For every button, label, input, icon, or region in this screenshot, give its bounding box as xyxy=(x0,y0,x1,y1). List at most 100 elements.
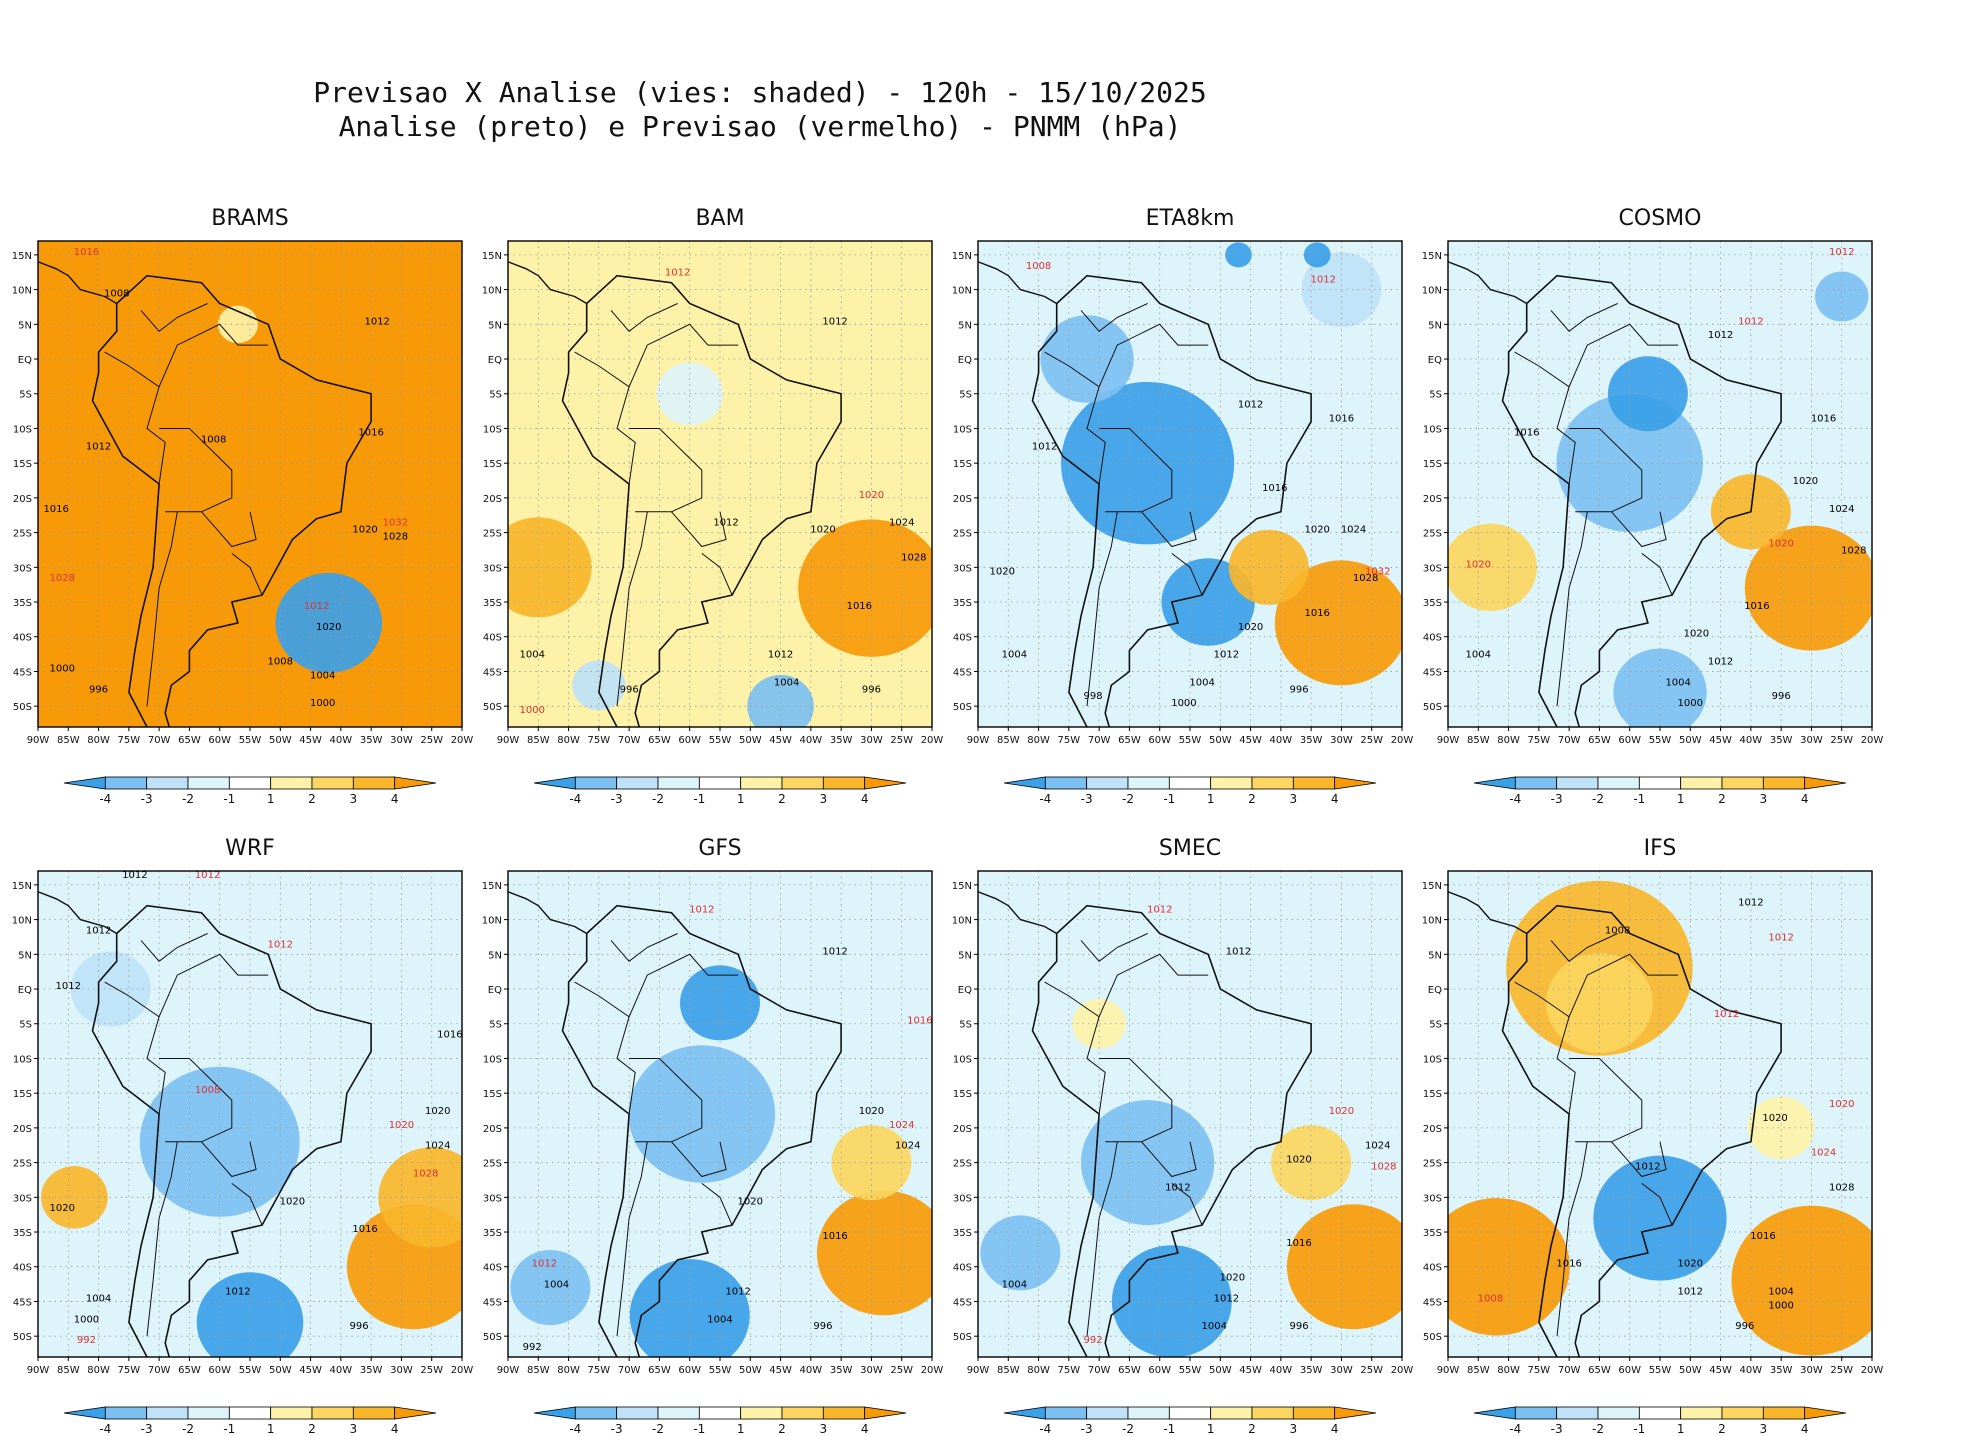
tick-label-lon: 45W xyxy=(769,735,792,746)
colorbar-label: -2 xyxy=(182,792,194,806)
isobar-label: 1016 xyxy=(1744,601,1769,612)
colorbar-label: -2 xyxy=(1592,792,1604,806)
country-border xyxy=(629,428,703,513)
panel-title: IFS xyxy=(1644,836,1677,861)
tick-label-lat: 25S xyxy=(13,529,32,540)
tick-label-lat: 45S xyxy=(483,667,502,678)
tick-label-lon: 65W xyxy=(1118,735,1141,746)
tick-label-lat: 10N xyxy=(482,916,502,927)
tick-label-lon: 30W xyxy=(1330,735,1353,746)
country-border xyxy=(1556,511,1588,707)
isobar-label: 996 xyxy=(1772,691,1791,702)
tick-label-lon: 65W xyxy=(648,735,671,746)
colorbar-bin xyxy=(574,776,618,790)
isobar-label: 1012 xyxy=(822,946,847,957)
country-border xyxy=(1514,351,1576,485)
isobar-label: 996 xyxy=(349,1321,368,1332)
colorbar-bin xyxy=(1210,776,1253,790)
tick-label-lat: 20S xyxy=(13,1124,32,1135)
tick-label-lon: 90W xyxy=(27,735,50,746)
colorbar-label: 2 xyxy=(308,1422,316,1436)
isobar-label: 992 xyxy=(523,1342,542,1353)
colorbar-bin xyxy=(1003,1406,1046,1420)
panel-gfs: GFS1012101210161020102410241020101610121… xyxy=(482,836,944,1436)
tick-label-lat: 5N xyxy=(958,320,972,331)
colorbar: -4 -3 -2 -1 1 2 3 4 xyxy=(1003,776,1377,806)
country-border xyxy=(1569,1058,1643,1143)
bias-anomaly xyxy=(508,517,592,618)
tick-label-lon: 65W xyxy=(1588,735,1611,746)
colorbar-bin xyxy=(352,1406,396,1420)
tick-label-lat: EQ xyxy=(1428,985,1442,996)
tick-label-lat: 30S xyxy=(1423,1193,1442,1204)
tick-label-lat: 10S xyxy=(1423,424,1442,435)
colorbar-bin xyxy=(1044,776,1088,790)
colorbar-label: -1 xyxy=(693,792,705,806)
country-border xyxy=(146,511,178,707)
tick-label-lat: 35S xyxy=(13,598,32,609)
tick-label-lat: 15N xyxy=(12,251,32,262)
colorbar-bin xyxy=(394,1406,437,1420)
isobar-label: 1012 xyxy=(1311,275,1336,286)
tick-label-lon: 20W xyxy=(1861,1365,1884,1376)
tick-label-lat: 50S xyxy=(483,702,502,713)
tick-label-lat: 40S xyxy=(483,1263,502,1274)
colorbar-label: 3 xyxy=(1290,1422,1298,1436)
tick-label-lon: 50W xyxy=(1209,1365,1232,1376)
isobar-label: 996 xyxy=(862,684,881,695)
isobar-label: 1012 xyxy=(1214,1293,1239,1304)
tick-label-lon: 25W xyxy=(890,1365,913,1376)
colorbar-bin xyxy=(1292,776,1336,790)
colorbar-bin xyxy=(228,1406,272,1420)
isobar-label: 996 xyxy=(1735,1321,1754,1332)
coastline xyxy=(561,274,842,727)
isobar-label: 1016 xyxy=(74,247,99,258)
colorbar-label: -3 xyxy=(1551,792,1563,806)
isobar-label: 1028 xyxy=(901,552,926,563)
colorbar-bin xyxy=(822,1406,866,1420)
colorbar-bin xyxy=(1334,1406,1377,1420)
tick-label-lat: 5N xyxy=(1428,950,1442,961)
tick-label-lon: 80W xyxy=(1027,735,1050,746)
isobar-label: 1028 xyxy=(1841,545,1866,556)
tick-label-lat: 35S xyxy=(1423,1228,1442,1239)
tick-label-lat: 25S xyxy=(483,529,502,540)
tick-label-lon: 45W xyxy=(299,735,322,746)
tick-label-lon: 85W xyxy=(57,735,80,746)
isobar-label: 1012 xyxy=(1768,932,1793,943)
tick-label-lon: 75W xyxy=(588,735,611,746)
colorbar-bin xyxy=(311,776,354,790)
tick-label-lon: 30W xyxy=(860,735,883,746)
colorbar-bin xyxy=(1473,1406,1516,1420)
country-border xyxy=(1568,323,1679,387)
isobar-label: 996 xyxy=(1289,684,1308,695)
coastline-central-america xyxy=(38,891,118,935)
tick-label-lat: 10N xyxy=(482,286,502,297)
isobar-label: 1028 xyxy=(50,573,75,584)
tick-label-lon: 85W xyxy=(527,735,550,746)
colorbar-label: -4 xyxy=(569,1422,581,1436)
title-line-2: Analise (preto) e Previsao (vermelho) - … xyxy=(338,110,1182,143)
country-border xyxy=(104,351,166,485)
tick-label-lat: 40S xyxy=(1423,1263,1442,1274)
colorbar-label: -1 xyxy=(1633,1422,1645,1436)
tick-label-lon: 55W xyxy=(1179,1365,1202,1376)
colorbar-label: -1 xyxy=(223,792,235,806)
colorbar-label: 1 xyxy=(267,1422,275,1436)
country-border xyxy=(616,1141,648,1337)
tick-label-lat: 45S xyxy=(953,667,972,678)
isobar-label: 1012 xyxy=(713,518,738,529)
isobar-label: 992 xyxy=(77,1335,96,1346)
colorbar-bin xyxy=(1680,776,1723,790)
colorbar-bin xyxy=(1251,776,1294,790)
colorbar-label: -3 xyxy=(1081,1422,1093,1436)
tick-label-lat: 5S xyxy=(1429,1020,1442,1031)
tick-label-lat: 10N xyxy=(12,286,32,297)
tick-label-lon: 60W xyxy=(1148,1365,1171,1376)
colorbar-bin xyxy=(781,776,824,790)
colorbar-bin xyxy=(533,776,576,790)
colorbar-bin xyxy=(1638,776,1682,790)
isobar-label: 1012 xyxy=(1678,1287,1703,1298)
